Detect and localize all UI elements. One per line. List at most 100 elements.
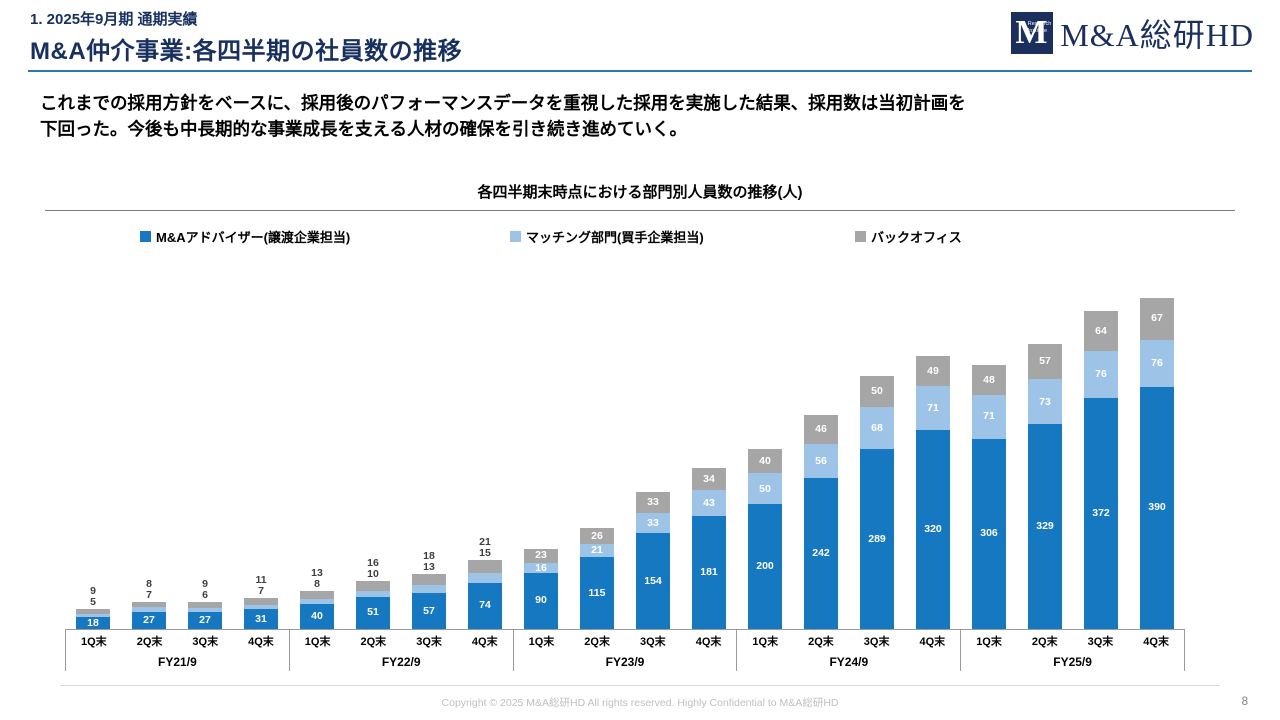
bar-segment-matching: 68	[860, 407, 894, 450]
bar-value-label: 181	[700, 566, 718, 579]
bar-value-label: 74	[479, 599, 491, 612]
bar-value-label: 68	[871, 421, 883, 434]
bar-group-FY21/9: 18 9 5 27 8 7 27 9 6 31 11 7	[65, 290, 289, 629]
bar-segment-backoffice: 46	[804, 415, 838, 444]
legend-swatch-advisor	[140, 230, 151, 242]
quarter-label-row: 1Q末 2Q末 3Q末 4Q末	[66, 633, 289, 649]
bar-value-label: 43	[703, 496, 715, 509]
bar-segment-matching	[356, 590, 390, 597]
quarter-label: 3Q末	[1087, 635, 1114, 648]
fiscal-year-label: FY25/9	[1053, 654, 1092, 669]
axis-group-FY25/9: 1Q末 2Q末 3Q末 4Q末 FY25/9	[961, 629, 1185, 671]
legend-label-advisor: M&Aアドバイザー(譲渡企業担当)	[156, 229, 351, 245]
bar-value-label: 26	[591, 529, 603, 542]
bar-value-label: 64	[1095, 324, 1107, 337]
quarter-label: 1Q末	[752, 635, 779, 648]
bar-outside-labels: 21 15	[479, 537, 491, 560]
bar-value-label: 67	[1151, 312, 1163, 325]
chart-plot: 18 9 5 27 8 7 27 9 6 31 11 7 40 13 8 51 16 10 57 18 13 74 21 15…	[65, 290, 1185, 630]
fiscal-year-label: FY21/9	[158, 654, 197, 669]
fiscal-year-label: FY24/9	[829, 654, 869, 669]
quarter-label: 3Q末	[192, 635, 219, 648]
bar-segment-advisor: 289	[860, 449, 894, 629]
bar-segment-advisor: 18	[76, 616, 110, 629]
bar-value-label: 31	[255, 612, 267, 625]
bar-segment-backoffice	[300, 590, 334, 599]
bar-segment-advisor: 154	[636, 533, 670, 629]
title-divider	[28, 70, 1252, 72]
bar-FY21/9-2Q末: 27 8 7	[132, 579, 166, 629]
bar-segment-advisor: 40	[300, 603, 334, 629]
axis-group-FY21/9: 1Q末 2Q末 3Q末 4Q末 FY21/9	[65, 629, 290, 671]
bar-value-label: 154	[644, 574, 662, 587]
bar-value-label: 6	[202, 589, 208, 602]
bar-FY22/9-2Q末: 51 16 10	[356, 557, 390, 629]
bar-FY22/9-3Q末: 57 18 13	[412, 550, 446, 629]
bar-value-label: 76	[1095, 367, 1107, 380]
legend-swatch-matching	[510, 230, 521, 242]
bar-value-label: 7	[146, 589, 152, 602]
chart-title: 各四半期末時点における部門別人員数の推移(人)	[477, 183, 803, 201]
bar-value-label: 34	[703, 472, 715, 485]
bar-segment-matching: 50	[748, 473, 782, 505]
quarter-label: 1Q末	[81, 635, 107, 648]
quarter-label: 4Q末	[1143, 635, 1169, 648]
logo-brand-text: M&A総研HD	[1060, 17, 1254, 53]
bar-segment-advisor: 27	[188, 611, 222, 629]
bar-segment-backoffice: 67	[1140, 297, 1174, 340]
legend-label-backoffice: バックオフィス	[871, 229, 962, 245]
bar-value-label: 33	[647, 496, 659, 508]
bar-value-label: 5	[90, 595, 96, 608]
key-message-line-1: これまでの採用方針をベースに、採用後のパフォーマンスデータを重視した採用を実施し…	[40, 93, 966, 113]
quarter-label-row: 1Q末 2Q末 3Q末 4Q末	[961, 633, 1184, 649]
bar-value-label: 18	[87, 616, 99, 629]
bar-segment-backoffice: 49	[916, 355, 950, 386]
bar-group-FY23/9: 90 16 23 115 21 26 154 33 33 181 43 34	[513, 290, 737, 629]
bar-value-label: 13	[311, 566, 323, 579]
bar-value-label: 16	[367, 556, 379, 569]
bar-value-label: 115	[588, 586, 606, 599]
bar-value-label: 56	[815, 454, 827, 467]
bar-value-label: 71	[927, 401, 939, 414]
quarter-label: 2Q末	[808, 635, 834, 648]
bar-segment-advisor: 329	[1028, 424, 1062, 629]
bar-FY24/9-2Q末: 242 56 46	[804, 415, 838, 629]
bar-segment-backoffice	[188, 602, 222, 609]
logo-mark-icon: M Research Institute	[1011, 12, 1054, 54]
bar-value-label: 76	[1151, 356, 1163, 369]
bar-segment-matching: 43	[692, 489, 726, 517]
bar-value-label: 372	[1092, 506, 1110, 519]
page-number: 8	[1241, 696, 1248, 708]
bar-segment-advisor: 306	[972, 438, 1006, 629]
bar-segment-advisor: 51	[356, 596, 390, 629]
bar-segment-backoffice	[468, 560, 502, 574]
bar-value-label: 329	[1036, 520, 1054, 533]
bar-segment-matching: 33	[636, 512, 670, 533]
axis-group-FY22/9: 1Q末 2Q末 3Q末 4Q末 FY22/9	[290, 629, 514, 671]
axis-group-FY23/9: 1Q末 2Q末 3Q末 4Q末 FY23/9	[514, 629, 738, 671]
company-logo: M Research Institute M&A総研HD	[1011, 10, 1254, 56]
bar-segment-matching: 16	[524, 563, 558, 573]
bar-value-label: 242	[812, 547, 830, 560]
quarter-label: 4Q末	[471, 635, 498, 648]
bar-value-label: 23	[535, 549, 547, 562]
quarter-label: 1Q末	[976, 635, 1002, 648]
bar-segment-backoffice: 64	[1084, 310, 1118, 351]
bar-segment-advisor: 320	[916, 430, 950, 629]
header: 1. 2025年9月期 通期実績 M&A仲介事業:各四半期の社員数の推移 M R…	[0, 0, 1280, 66]
legend-swatch-backoffice	[855, 230, 866, 242]
chart-legend: M&Aアドバイザー(譲渡企業担当) マッチング部門(買手企業担当) バックオフィ…	[140, 227, 1280, 246]
quarter-label: 1Q末	[304, 635, 331, 648]
legend-item-matching: マッチング部門(買手企業担当)	[510, 227, 855, 246]
bar-segment-backoffice: 23	[524, 548, 558, 563]
bar-segment-backoffice	[132, 602, 166, 608]
bar-segment-advisor: 31	[244, 609, 278, 629]
bar-value-label: 50	[871, 385, 883, 398]
section-kicker: 1. 2025年9月期 通期実績	[30, 11, 198, 28]
bar-FY21/9-3Q末: 27 9 6	[188, 579, 222, 629]
bar-segment-advisor: 372	[1084, 397, 1118, 629]
bar-value-label: 8	[314, 577, 320, 590]
bar-segment-matching: 76	[1140, 339, 1174, 387]
key-message: これまでの採用方針をベースに、採用後のパフォーマンスデータを重視した採用を実施し…	[40, 90, 1220, 143]
